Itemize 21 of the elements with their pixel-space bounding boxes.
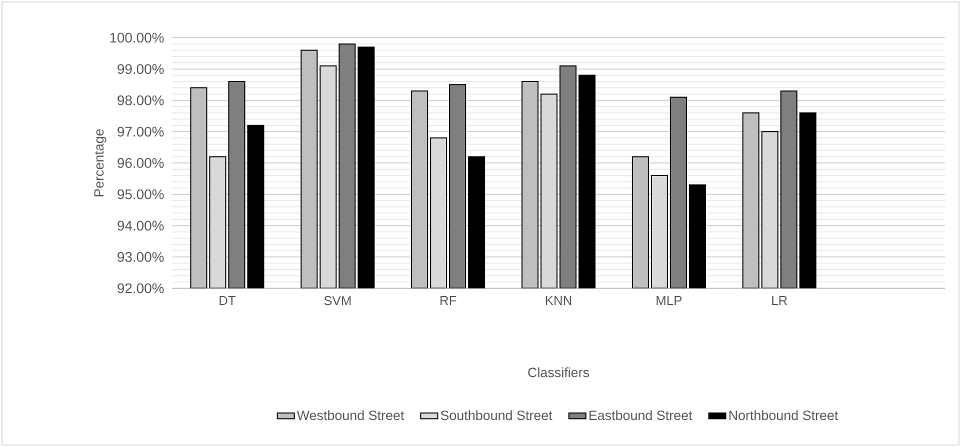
x-tick-label: KNN xyxy=(546,296,572,305)
y-tick-label: 97.00% xyxy=(118,126,164,137)
y-tick-label: 96.00% xyxy=(118,158,164,168)
y-tick-label: 93.00% xyxy=(118,252,164,262)
x-tick-label: DT xyxy=(220,296,236,305)
x-tick-label: SVM xyxy=(324,296,351,306)
legend-label: Eastbound Street xyxy=(589,410,692,420)
y-tick-label: 92.00% xyxy=(118,283,164,294)
y-tick-label: 100.00% xyxy=(110,32,164,43)
y-tick-label: 94.00% xyxy=(118,220,164,231)
x-tick-label: RF xyxy=(440,296,456,305)
y-axis-title: Percentage xyxy=(94,129,106,196)
legend-label: Southbound Street xyxy=(440,410,552,420)
y-tick-label: 95.00% xyxy=(118,189,164,200)
x-axis-title: Classifiers xyxy=(528,367,590,378)
x-tick-label: LR xyxy=(772,296,788,305)
legend-label: Northbound Street xyxy=(729,410,838,420)
y-tick-label: 99.00% xyxy=(118,64,164,74)
x-tick-label: MLP xyxy=(656,296,682,305)
legend-label: Westbound Street xyxy=(296,410,404,420)
y-tick-label: 98.00% xyxy=(118,95,164,106)
